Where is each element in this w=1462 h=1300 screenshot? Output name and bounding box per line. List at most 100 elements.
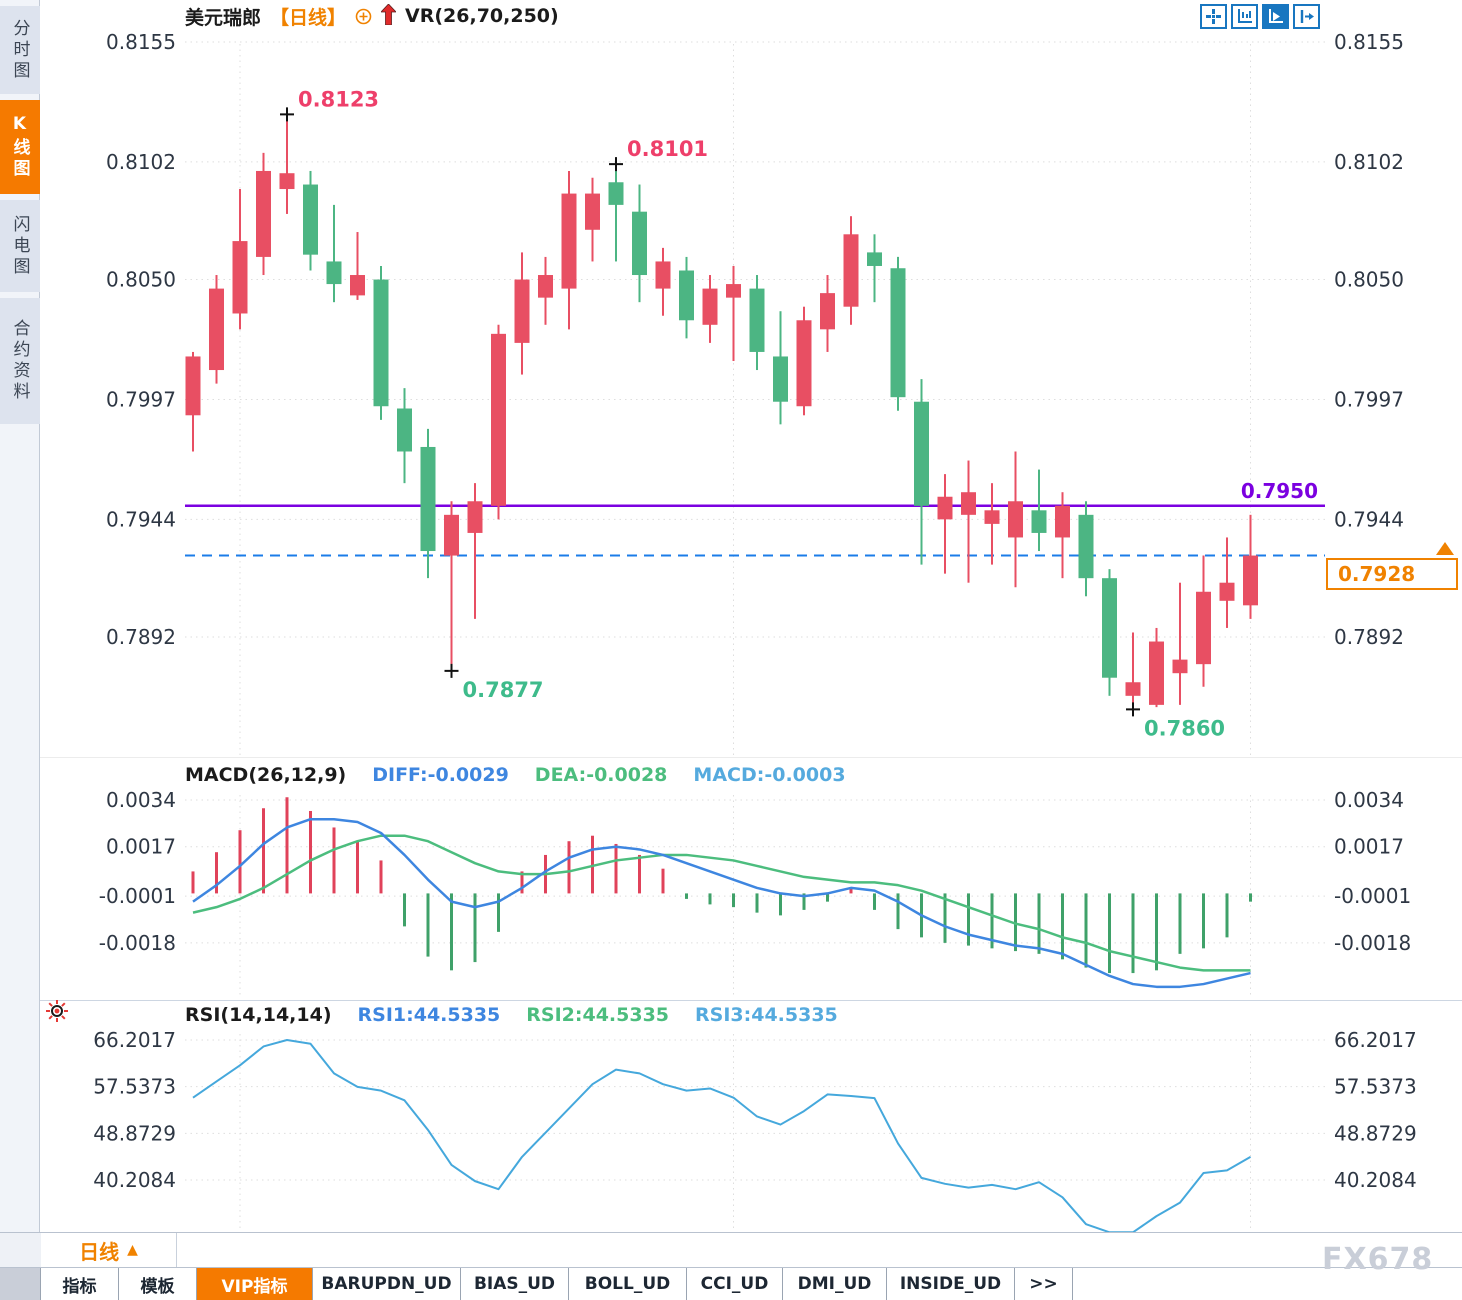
tab-bias-ud[interactable]: BIAS_UD [461,1268,569,1300]
tab-cci-ud[interactable]: CCI_UD [687,1268,783,1300]
candle-body [1243,555,1258,606]
candle-body [491,333,506,506]
candle-body [373,279,389,407]
macd-hist-bar [1061,893,1064,960]
sidebar-item-flash-chart[interactable]: 闪电图 [0,200,40,292]
macd-hist-bar [567,841,571,894]
price-cross-marker [444,663,459,678]
candle-body [984,510,1000,524]
macd-header: MACD(26,12,9) DIFF:-0.0029 DEA:-0.0028 M… [185,764,846,786]
macd-hist-bar [379,860,383,894]
rsi-title: RSI(14,14,14) [185,1004,332,1026]
macd-hist-bar [1014,893,1017,952]
candle-body [1102,578,1117,678]
axis-bars-icon[interactable] [1231,4,1258,29]
macd-title: MACD(26,12,9) [185,764,347,786]
support-line-label: 0.7950 [1241,479,1318,503]
sidebar-item-timeline-chart[interactable]: 分时图 [0,6,40,94]
candle-body [1125,682,1141,696]
macd-hist-bar [262,808,265,894]
candle-body [397,408,412,452]
period-tag: 【日线】 [270,6,347,29]
period-dropdown-button[interactable]: 日线 ▲ [41,1233,177,1267]
macd-tick-label-right: -0.0001 [1334,884,1411,908]
rsi-line [192,1039,1251,1234]
macd-diff-value: DIFF:-0.0029 [372,764,509,786]
price-cross-marker [1126,702,1140,717]
macd-hist-bar [614,843,618,894]
candle-body [303,184,318,255]
candle-body [538,275,553,298]
macd-rsi-divider [40,1000,1462,1001]
candle-body [867,252,882,266]
sun-icon[interactable] [45,999,69,1027]
rsi2-value: RSI2:44.5335 [526,1004,670,1026]
macd-hist-bar [403,893,406,927]
rsi-tick-label-right: 48.8729 [1334,1121,1417,1145]
candle-body [585,193,600,230]
circle-plus-icon[interactable] [355,8,372,25]
tab-indicators[interactable]: 指标 [41,1268,119,1300]
sidebar-item-kline-chart[interactable]: K线图 [0,100,40,194]
high-price-label: 0.8101 [627,137,708,161]
macd-hist-bar [779,893,782,916]
candle-body [256,170,271,257]
rsi-header: RSI(14,14,14) RSI1:44.5335 RSI2:44.5335 … [185,1004,838,1026]
main-macd-divider [40,757,1462,758]
candle-body [796,320,812,407]
price-tick-label-left: 0.7892 [106,625,176,649]
macd-hist-bar [967,893,970,946]
macd-tick-label-left: -0.0001 [99,884,176,908]
diff-line [192,817,1251,989]
price-tick-label-right: 0.7997 [1334,387,1404,411]
candle-body [1008,501,1023,538]
indicator-label: VR(26,70,250) [405,5,559,27]
price-tick-label-left: 0.8155 [106,30,176,54]
high-price-label: 0.8123 [298,87,379,111]
tab-templates[interactable]: 模板 [119,1268,197,1300]
macd-hist-bar [497,893,500,932]
tab-inside-ud[interactable]: INSIDE_UD [887,1268,1015,1300]
price-cross-marker [280,107,294,122]
macd-hist-bar [1249,893,1252,902]
candle-body [1172,659,1188,674]
candle-body [655,261,671,289]
macd-hist-bar [920,893,923,938]
sidebar-item-contract-info[interactable]: 合约资料 [0,298,40,424]
candle-body [632,211,647,276]
macd-hist-bar [943,893,947,943]
candle-body [1078,514,1094,579]
macd-hist-bar [1108,893,1111,974]
tab-boll-ud[interactable]: BOLL_UD [569,1268,687,1300]
macd-hist-bar [708,893,712,905]
macd-hist-bar [826,893,829,902]
left-sidebar: 分时图 K线图 闪电图 合约资料 [0,0,40,1232]
bar-arrow-icon[interactable] [1293,4,1320,29]
axis-play-icon[interactable] [1262,4,1289,29]
price-tick-label-left: 0.7944 [106,507,176,531]
macd-hist-bar [1131,893,1135,974]
tab-barupdn-ud[interactable]: BARUPDN_UD [313,1268,461,1300]
macd-hist-bar [849,887,853,894]
low-price-label: 0.7877 [463,678,544,702]
macd-hist-bar [356,841,359,894]
tab-vip-indicators[interactable]: VIP指标 [197,1268,313,1300]
macd-dea-value: DEA:-0.0028 [534,764,668,786]
macd-hist-bar [1084,893,1088,968]
price-tick-label-right: 0.7892 [1334,625,1404,649]
crosshair-icon[interactable] [1200,4,1227,29]
price-tick-label-left: 0.7997 [106,387,176,411]
rsi-tick-label-left: 57.5373 [93,1075,176,1099]
tab-more[interactable]: >> [1015,1268,1073,1300]
macd-tick-label-right: 0.0017 [1334,835,1404,859]
xaxis-spacer [0,1233,42,1267]
candle-body [1055,505,1070,538]
chart-toolbar [1200,4,1320,29]
macd-hist-bar [450,893,453,971]
macd-hist-bar [802,893,806,910]
tab-dmi-ud[interactable]: DMI_UD [783,1268,887,1300]
macd-hist-bar [1225,893,1229,938]
candle-body [702,288,718,325]
